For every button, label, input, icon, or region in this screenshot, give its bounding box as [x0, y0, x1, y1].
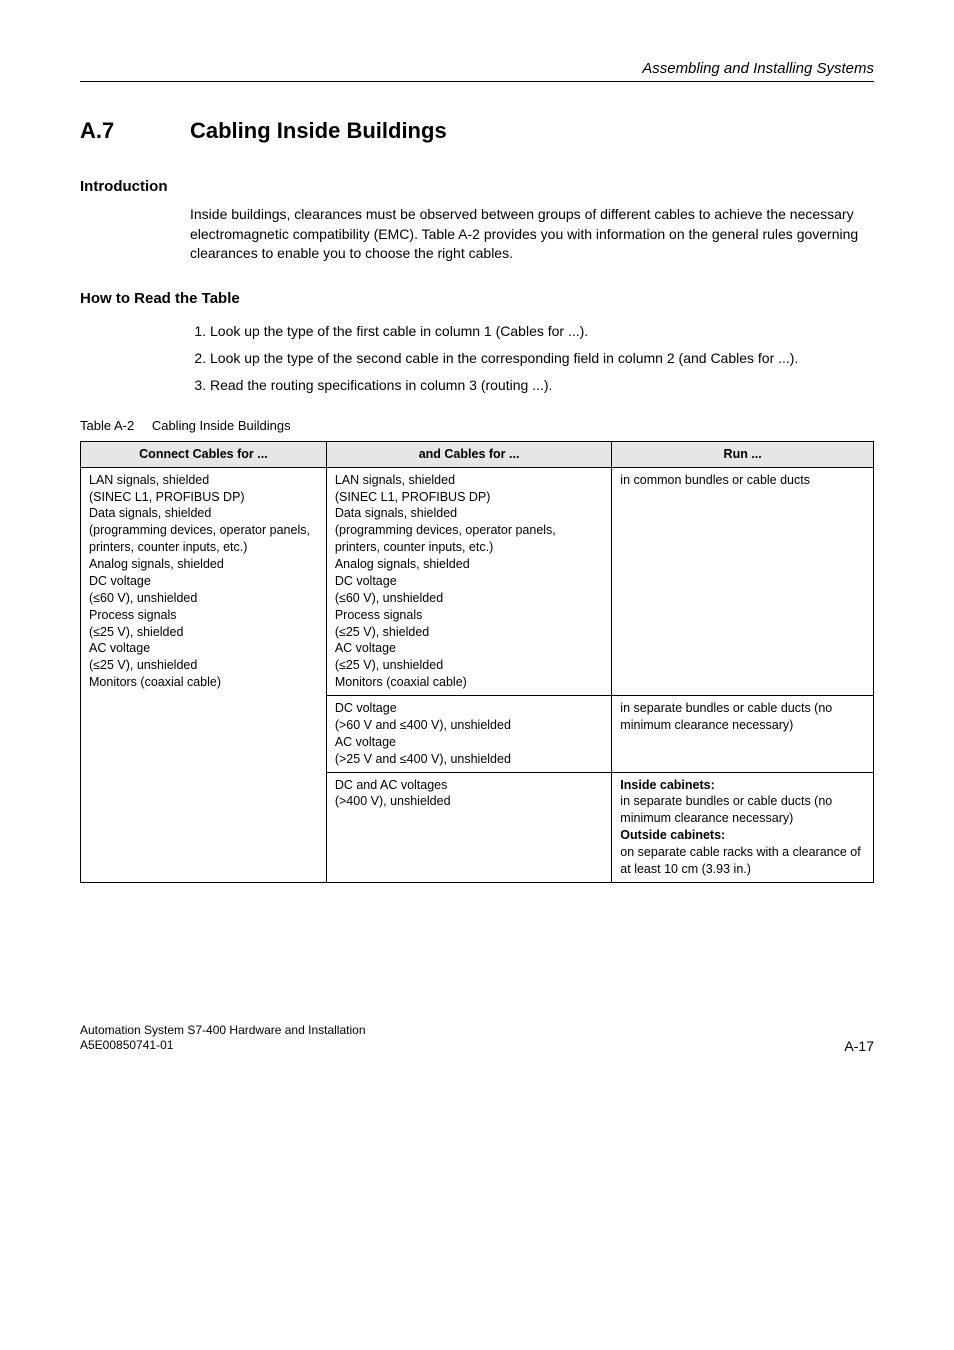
howto-list: Look up the type of the first cable in c… — [190, 321, 874, 396]
table-body: LAN signals, shielded (SINEC L1, PROFIBU… — [81, 467, 874, 882]
th-connect: Connect Cables for ... — [81, 441, 327, 467]
section-number: A.7 — [80, 118, 190, 144]
cell-and: DC and AC voltages (>400 V), unshielded — [326, 772, 611, 882]
table-caption: Table A-2 Cabling Inside Buildings — [80, 418, 874, 433]
howto-step: Look up the type of the first cable in c… — [210, 321, 874, 342]
th-and: and Cables for ... — [326, 441, 611, 467]
table-caption-label: Table A-2 — [80, 418, 134, 433]
intro-body: Inside buildings, clearances must be obs… — [190, 205, 874, 264]
howto-step: Look up the type of the second cable in … — [210, 348, 874, 369]
footer-doc-id: A5E00850741-01 — [80, 1038, 173, 1052]
cell-connect: LAN signals, shielded (SINEC L1, PROFIBU… — [81, 467, 327, 882]
footer-page-number: A-17 — [844, 1038, 874, 1054]
cell-run: Inside cabinets:in separate bundles or c… — [612, 772, 874, 882]
section-title: Cabling Inside Buildings — [190, 118, 447, 144]
intro-heading: Introduction — [80, 178, 874, 195]
footer-left: Automation System S7-400 Hardware and In… — [80, 1023, 366, 1054]
cell-and: LAN signals, shielded (SINEC L1, PROFIBU… — [326, 467, 611, 695]
footer-doc-title: Automation System S7-400 Hardware and In… — [80, 1023, 366, 1037]
running-head: Assembling and Installing Systems — [80, 60, 874, 77]
cabling-table: Connect Cables for ... and Cables for ..… — [80, 441, 874, 883]
cell-run: in separate bundles or cable ducts (no m… — [612, 696, 874, 773]
table-header-row: Connect Cables for ... and Cables for ..… — [81, 441, 874, 467]
header-rule — [80, 81, 874, 82]
page-footer: Automation System S7-400 Hardware and In… — [80, 1023, 874, 1054]
th-run: Run ... — [612, 441, 874, 467]
section-heading: A.7 Cabling Inside Buildings — [80, 118, 874, 144]
cell-run: in common bundles or cable ducts — [612, 467, 874, 695]
table-row: LAN signals, shielded (SINEC L1, PROFIBU… — [81, 467, 874, 695]
cell-and: DC voltage (>60 V and ≤400 V), unshielde… — [326, 696, 611, 773]
howto-step: Read the routing specifications in colum… — [210, 375, 874, 396]
howto-heading: How to Read the Table — [80, 290, 874, 307]
table-caption-text: Cabling Inside Buildings — [152, 418, 291, 433]
